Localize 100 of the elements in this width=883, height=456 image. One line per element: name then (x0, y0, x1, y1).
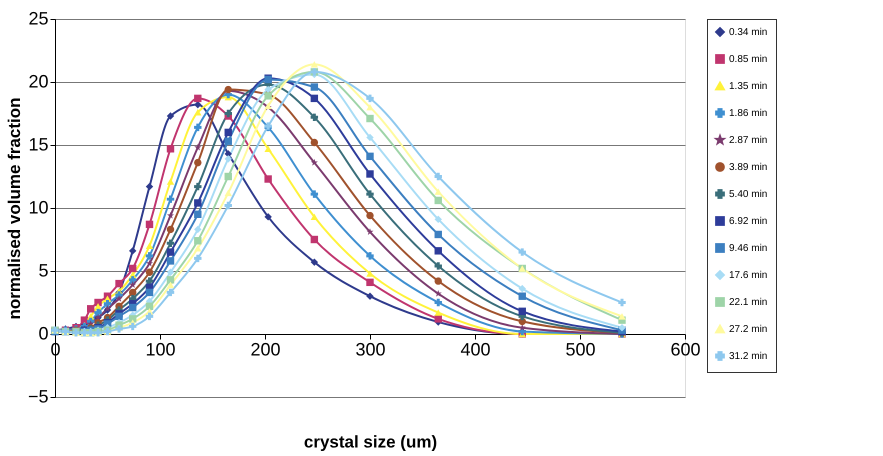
point (194, 124, 202, 132)
point (366, 212, 374, 220)
point (166, 276, 174, 284)
legend-label: 2.87 min (729, 135, 768, 146)
point (146, 288, 154, 296)
point (115, 280, 123, 288)
point (618, 298, 626, 306)
legend-label: 22.1 min (729, 297, 768, 308)
point (146, 302, 154, 310)
point (518, 308, 526, 316)
point (310, 190, 318, 198)
point (434, 196, 442, 204)
point (146, 268, 154, 276)
legend-label: 0.85 min (729, 54, 768, 65)
point (310, 158, 318, 166)
point (366, 292, 374, 300)
point (264, 86, 272, 94)
point (310, 83, 318, 91)
point (434, 172, 442, 180)
point (194, 237, 202, 244)
point (618, 313, 626, 320)
point (434, 262, 442, 270)
point (194, 94, 202, 102)
point (310, 94, 318, 102)
point (518, 284, 526, 292)
point (264, 175, 272, 183)
point (128, 322, 136, 330)
point (366, 270, 374, 277)
point (224, 202, 232, 210)
legend-label: 17.6 min (729, 270, 768, 281)
point (310, 61, 318, 68)
point (366, 252, 374, 260)
point (366, 152, 374, 160)
point (224, 128, 232, 136)
point (434, 315, 442, 323)
legend-label: 5.40 min (729, 189, 768, 200)
point (115, 312, 123, 320)
point (366, 104, 374, 110)
point (434, 290, 442, 297)
point (128, 315, 136, 323)
point (434, 298, 442, 306)
legend-label: 27.2 min (729, 324, 768, 335)
legend-label: 1.86 min (729, 108, 768, 119)
point (224, 155, 232, 163)
point (166, 145, 174, 152)
point (146, 182, 154, 190)
y-tick-label: 20 (28, 72, 48, 92)
legend-label: 6.92 min (729, 216, 768, 227)
point (194, 158, 202, 166)
legend-label: 3.89 min (729, 162, 768, 173)
point (166, 195, 174, 203)
point (194, 254, 202, 262)
point (434, 277, 442, 285)
y-tick-label: 25 (28, 8, 48, 28)
point (146, 220, 154, 228)
point (434, 309, 442, 316)
x-axis-title: crystal size (um) (304, 432, 438, 452)
point (310, 138, 318, 146)
point (166, 288, 174, 296)
point (166, 282, 174, 288)
point (310, 236, 318, 244)
legend-label: 9.46 min (729, 243, 768, 254)
point (166, 178, 174, 185)
point (434, 230, 442, 238)
point (518, 292, 526, 300)
point (86, 305, 94, 313)
point (166, 112, 174, 120)
point (194, 109, 202, 116)
y-axis-title: normalised volume fraction (4, 98, 24, 320)
y-tick-label: −5 (28, 386, 48, 406)
point (434, 247, 442, 255)
point (146, 252, 154, 260)
point (94, 308, 102, 316)
point (128, 264, 136, 272)
point (518, 248, 526, 256)
point (366, 190, 374, 198)
x-tick-label: 100 (145, 340, 176, 360)
x-tick-label: 400 (460, 340, 491, 360)
point (618, 324, 626, 332)
point (146, 242, 154, 250)
point (194, 245, 202, 252)
point (194, 144, 202, 151)
point (434, 188, 442, 195)
point (224, 138, 232, 145)
point (366, 228, 374, 235)
x-tick-label: 600 (670, 340, 701, 360)
point (224, 190, 232, 196)
point (366, 94, 374, 102)
y-tick-label: 0 (38, 324, 48, 344)
point (166, 226, 174, 234)
point (224, 110, 232, 118)
point (146, 260, 154, 266)
point (129, 281, 136, 288)
point (310, 114, 318, 121)
point (128, 247, 136, 255)
x-tick-label: 300 (355, 340, 386, 360)
x-tick-label: 500 (565, 340, 596, 360)
point (366, 278, 374, 286)
legend-label: 0.34 min (729, 27, 768, 38)
legend-label: 1.35 min (729, 81, 768, 92)
